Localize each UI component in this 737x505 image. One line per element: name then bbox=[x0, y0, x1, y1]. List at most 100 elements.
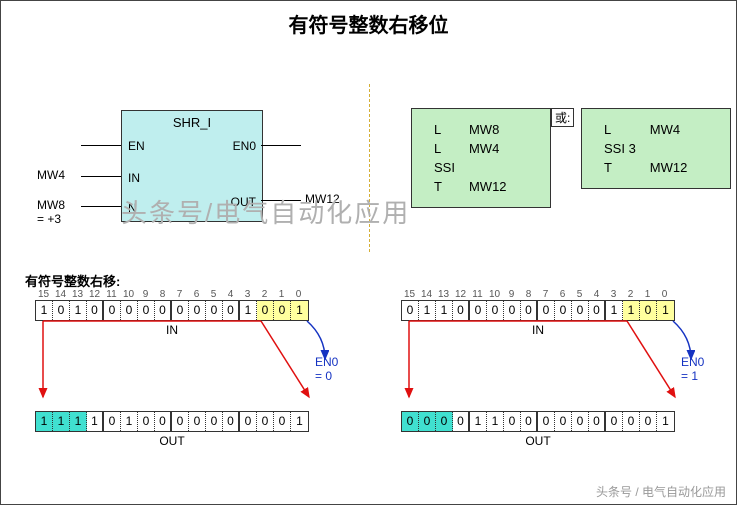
bit-cell: 0 bbox=[453, 301, 470, 320]
bit-index: 4 bbox=[588, 289, 605, 300]
bit-index: 8 bbox=[154, 289, 171, 300]
bit-index: 9 bbox=[137, 289, 154, 300]
bit-cell: 0 bbox=[104, 412, 121, 431]
bit-cell: 0 bbox=[53, 301, 70, 320]
or-badge: 或: bbox=[551, 108, 574, 127]
bit-cell: 1 bbox=[53, 412, 70, 431]
bit-cell: 0 bbox=[453, 412, 470, 431]
bit-index: 15 bbox=[401, 289, 418, 300]
ext-n2: = +3 bbox=[37, 212, 61, 226]
bit-index: 5 bbox=[571, 289, 588, 300]
bit-cell: 0 bbox=[640, 412, 657, 431]
bit-cell: 0 bbox=[640, 301, 657, 320]
bit-index: 8 bbox=[520, 289, 537, 300]
bit-index: 11 bbox=[103, 289, 120, 300]
bit-cell: 1 bbox=[436, 301, 453, 320]
stl-cell bbox=[463, 159, 513, 176]
bit-cell: 0 bbox=[402, 412, 419, 431]
bit-cell: 0 bbox=[87, 301, 104, 320]
bit-index: 12 bbox=[452, 289, 469, 300]
bit-index: 0 bbox=[656, 289, 673, 300]
bit-cell: 0 bbox=[589, 412, 606, 431]
bit-cell: 0 bbox=[172, 412, 189, 431]
bit-index: 1 bbox=[273, 289, 290, 300]
in-row-left: 1010000000001001 bbox=[35, 300, 309, 321]
bit-cell: 1 bbox=[36, 301, 53, 320]
stl-cell: MW4 bbox=[644, 121, 694, 138]
bit-cell: 0 bbox=[206, 301, 223, 320]
stl-cell: T bbox=[428, 178, 461, 195]
page: 有符号整数右移位 SHR_I EN EN0 IN N OUT MW4 MW8 =… bbox=[0, 0, 737, 505]
bit-index: 11 bbox=[469, 289, 486, 300]
bit-cell: 0 bbox=[223, 412, 240, 431]
wire-en bbox=[81, 145, 121, 146]
en0-left: EN0 = 0 bbox=[315, 355, 338, 383]
fbd-name: SHR_I bbox=[122, 111, 262, 130]
bit-cell: 0 bbox=[487, 301, 504, 320]
out-label-right: OUT bbox=[401, 434, 675, 448]
ext-n: MW8 bbox=[37, 198, 65, 212]
bit-cell: 1 bbox=[70, 412, 87, 431]
bit-index: 3 bbox=[239, 289, 256, 300]
in-label-right: IN bbox=[401, 323, 675, 337]
bit-cell: 0 bbox=[274, 412, 291, 431]
section-label: 有符号整数右移: bbox=[25, 271, 120, 290]
bit-cell: 0 bbox=[589, 301, 606, 320]
stl-cell: L bbox=[598, 121, 642, 138]
bit-cell: 0 bbox=[504, 301, 521, 320]
ext-in: MW4 bbox=[37, 168, 65, 182]
bit-cell: 1 bbox=[419, 301, 436, 320]
bit-index: 7 bbox=[537, 289, 554, 300]
wire-in bbox=[81, 176, 121, 177]
bit-cell: 1 bbox=[487, 412, 504, 431]
bit-cell: 0 bbox=[257, 412, 274, 431]
bit-cell: 0 bbox=[189, 412, 206, 431]
pin-en: EN bbox=[128, 139, 145, 153]
bit-cell: 0 bbox=[189, 301, 206, 320]
bit-cell: 0 bbox=[521, 412, 538, 431]
bit-cell: 1 bbox=[623, 301, 640, 320]
stl-cell: MW4 bbox=[463, 140, 513, 157]
bit-indices-left-in: 1514131211109876543210 bbox=[35, 289, 309, 300]
bit-index: 13 bbox=[435, 289, 452, 300]
wire-en0 bbox=[261, 145, 301, 146]
bit-cell: 0 bbox=[240, 412, 257, 431]
stl-block-1: LMW8LMW4SSITMW12 bbox=[411, 108, 551, 208]
bit-indices-right-in: 1514131211109876543210 bbox=[401, 289, 675, 300]
bit-cell: 0 bbox=[257, 301, 274, 320]
bit-cell: 0 bbox=[572, 412, 589, 431]
bit-cell: 0 bbox=[555, 412, 572, 431]
bit-cell: 1 bbox=[87, 412, 104, 431]
in-label-left: IN bbox=[35, 323, 309, 337]
stl-cell: L bbox=[428, 121, 461, 138]
bit-cell: 0 bbox=[538, 412, 555, 431]
bit-index: 13 bbox=[69, 289, 86, 300]
watermark: 头条号/电气自动化应用 bbox=[121, 193, 410, 230]
bit-cell: 1 bbox=[470, 412, 487, 431]
bit-cell: 0 bbox=[206, 412, 223, 431]
bit-cell: 1 bbox=[606, 301, 623, 320]
out-label-left: OUT bbox=[35, 434, 309, 448]
bit-index: 12 bbox=[86, 289, 103, 300]
stl-cell: MW12 bbox=[463, 178, 513, 195]
bit-cell: 1 bbox=[291, 301, 308, 320]
bit-cell: 0 bbox=[104, 301, 121, 320]
bit-cell: 0 bbox=[572, 301, 589, 320]
bit-index: 6 bbox=[188, 289, 205, 300]
bit-index: 14 bbox=[418, 289, 435, 300]
bit-cell: 0 bbox=[436, 412, 453, 431]
left-panel: 1514131211109876543210 1010000000001001 … bbox=[35, 289, 309, 448]
stl-cell: SSI bbox=[428, 159, 461, 176]
bit-cell: 0 bbox=[172, 301, 189, 320]
bit-index: 6 bbox=[554, 289, 571, 300]
bit-cell: 0 bbox=[155, 301, 172, 320]
stl2-table: LMW4SSI 3TMW12 bbox=[596, 119, 695, 178]
footer-watermark: 头条号 / 电气自动化应用 bbox=[596, 483, 726, 500]
bit-cell: 0 bbox=[606, 412, 623, 431]
pin-in: IN bbox=[128, 171, 140, 185]
wire-n bbox=[81, 206, 121, 207]
bit-cell: 0 bbox=[155, 412, 172, 431]
bit-index: 0 bbox=[290, 289, 307, 300]
bit-index: 1 bbox=[639, 289, 656, 300]
stl-block-2: LMW4SSI 3TMW12 bbox=[581, 108, 731, 189]
